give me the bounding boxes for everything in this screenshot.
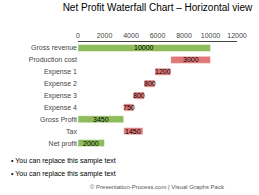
svg-text:750: 750 [123, 104, 135, 111]
svg-text:Expense 1: Expense 1 [44, 68, 77, 76]
svg-text:1200: 1200 [155, 68, 171, 75]
svg-text:Production cost: Production cost [29, 56, 77, 63]
svg-text:Expense 3: Expense 3 [44, 92, 77, 100]
svg-text:6000: 6000 [150, 32, 166, 39]
svg-text:• You can replace this sample: • You can replace this sample text [11, 157, 116, 165]
svg-text:Expense 2: Expense 2 [44, 80, 77, 88]
svg-text:Gross revenue: Gross revenue [31, 44, 77, 51]
svg-text:0: 0 [76, 32, 80, 39]
svg-text:Tax: Tax [66, 128, 77, 135]
svg-text:1450: 1450 [125, 128, 141, 135]
svg-text:3450: 3450 [93, 116, 109, 123]
svg-text:Net Profit Waterfall Chart – H: Net Profit Waterfall Chart – Horizontal … [63, 2, 253, 13]
svg-text:Expense 4: Expense 4 [44, 104, 77, 112]
svg-text:12000: 12000 [227, 32, 247, 39]
svg-text:2000: 2000 [83, 140, 99, 147]
svg-text:4000: 4000 [123, 32, 139, 39]
svg-text:Net profit: Net profit [49, 140, 77, 148]
svg-text:8000: 8000 [176, 32, 192, 39]
svg-text:800: 800 [133, 92, 145, 99]
svg-text:© Presentation-Process.com | V: © Presentation-Process.com | Visual Grap… [90, 184, 225, 190]
svg-text:2000: 2000 [97, 32, 113, 39]
svg-text:10000: 10000 [201, 32, 221, 39]
svg-text:Gross Profit: Gross Profit [40, 116, 77, 123]
svg-text:10000: 10000 [134, 44, 154, 51]
svg-text:800: 800 [144, 80, 156, 87]
svg-text:3000: 3000 [183, 56, 199, 63]
svg-text:• You can replace this sample: • You can replace this sample text [11, 170, 116, 178]
